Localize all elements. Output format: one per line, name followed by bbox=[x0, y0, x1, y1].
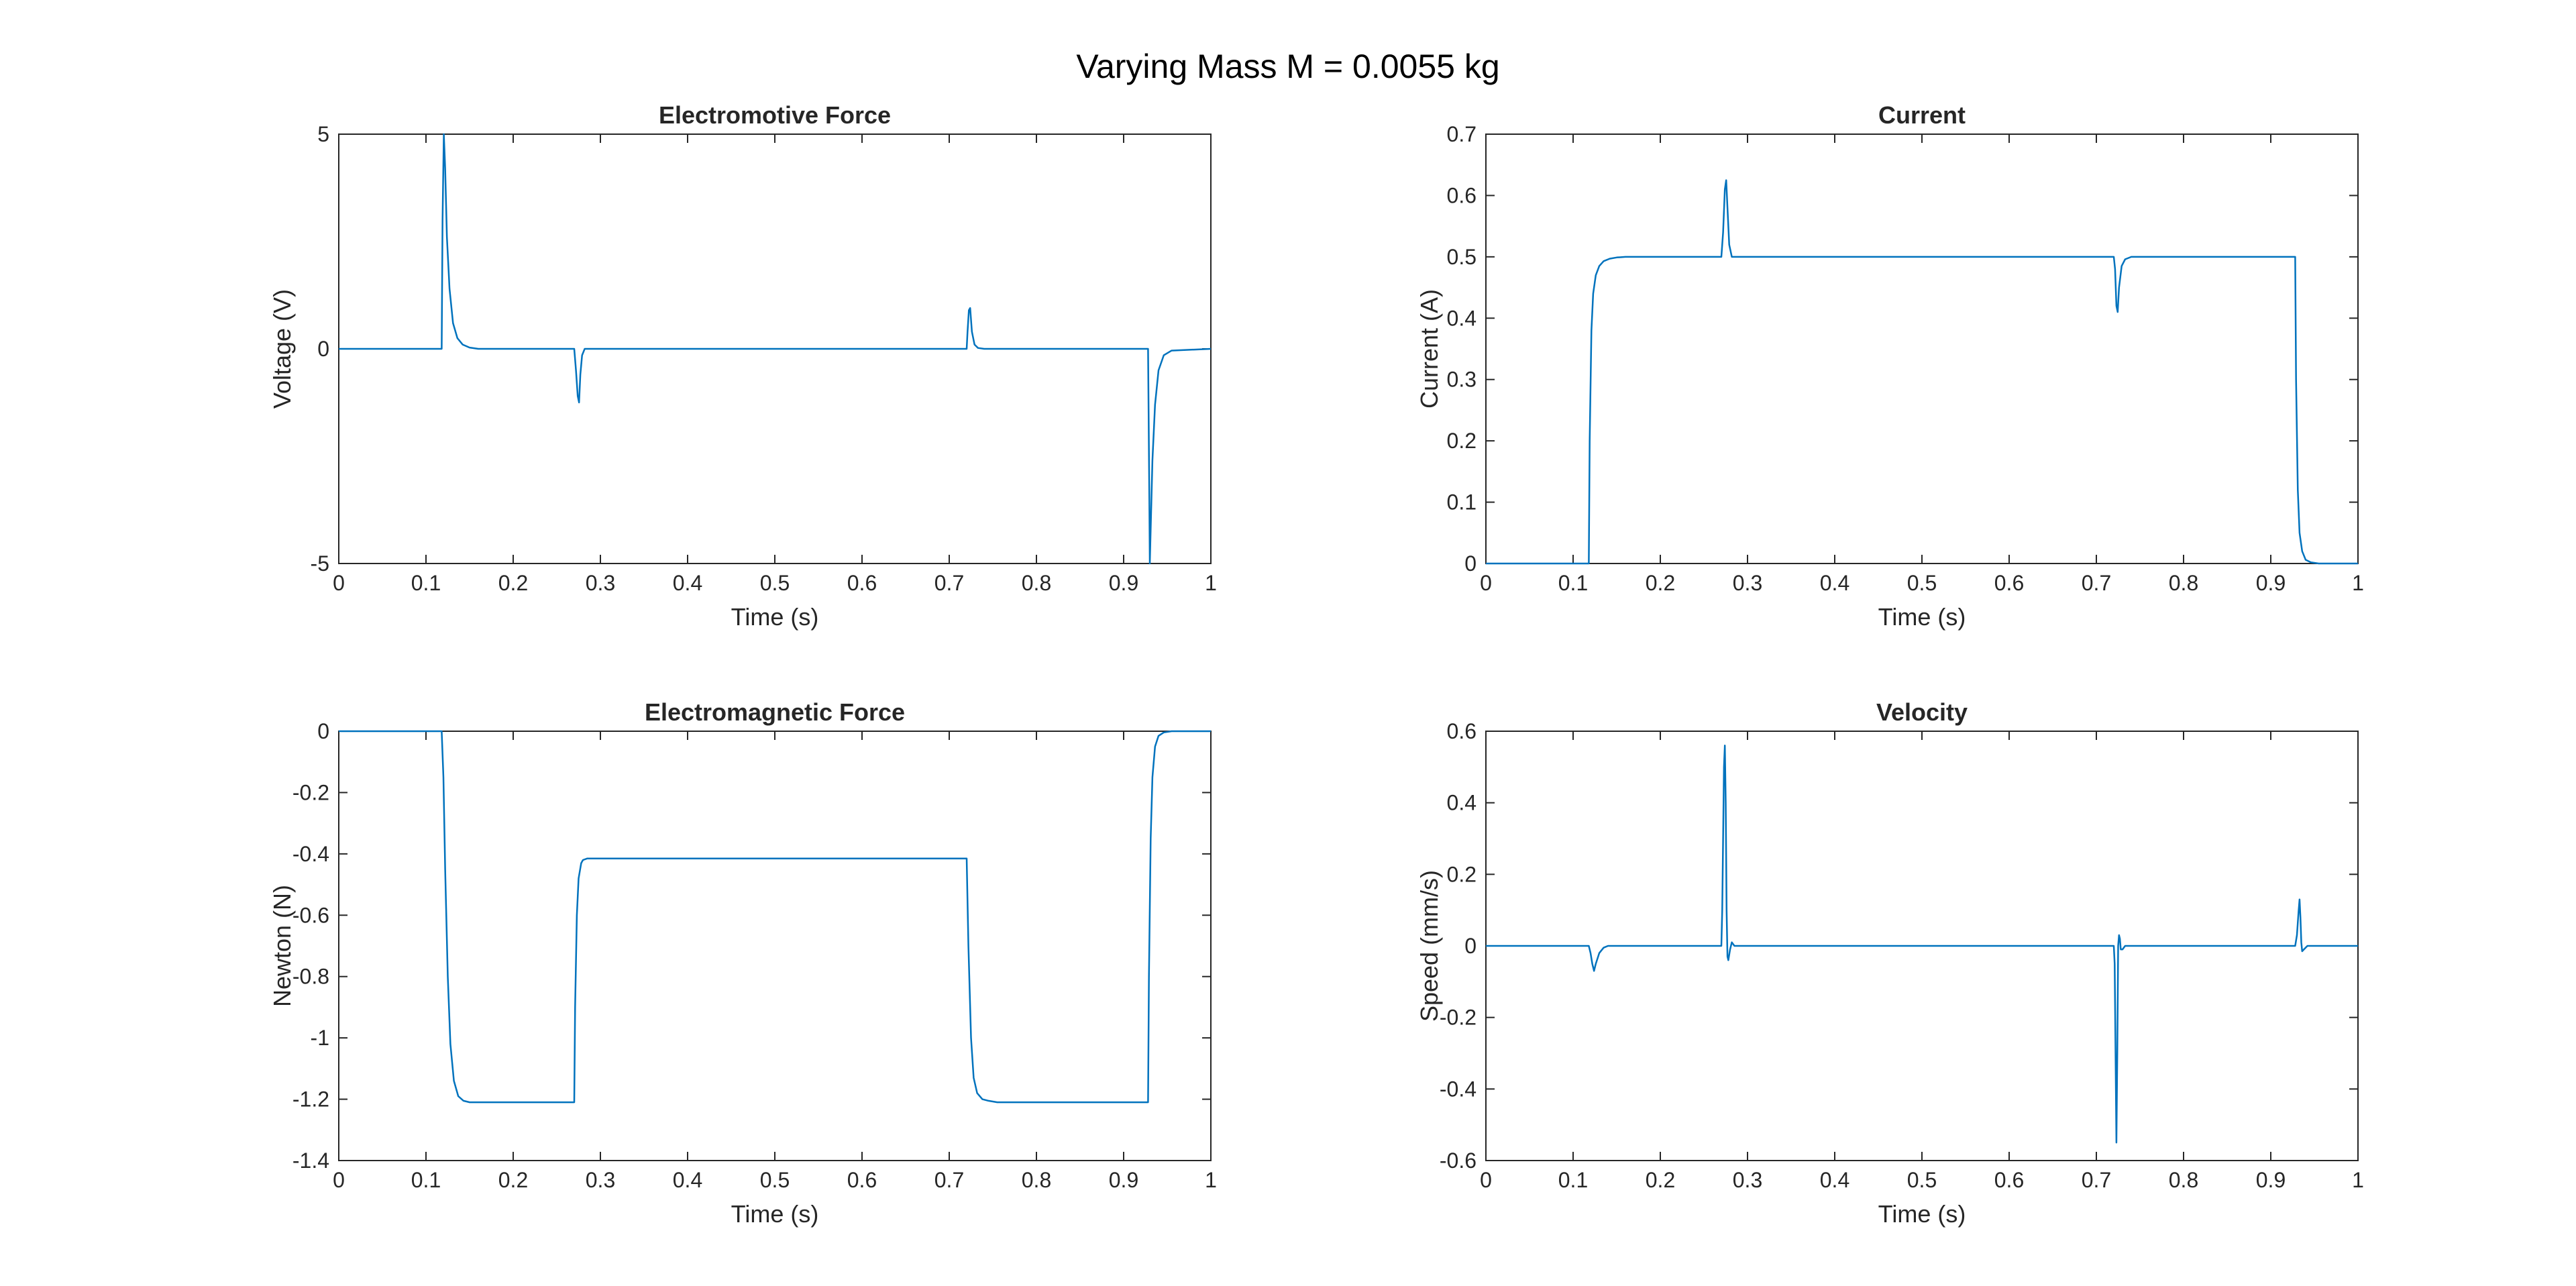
force-xtick-label: 0.1 bbox=[411, 1168, 441, 1192]
current-ytick-label: 0.1 bbox=[1447, 490, 1477, 515]
velocity-ytick-label: 0.2 bbox=[1447, 862, 1477, 886]
velocity-ytick-label: -0.2 bbox=[1440, 1006, 1477, 1030]
velocity-xtick-label: 0.1 bbox=[1558, 1168, 1588, 1192]
current-xtick-label: 0.5 bbox=[1907, 571, 1937, 595]
force-ytick-label: 0 bbox=[317, 719, 329, 743]
velocity-title: Velocity bbox=[1876, 698, 1968, 726]
current-xtick-label: 0 bbox=[1480, 571, 1492, 595]
velocity-ylabel: Speed (mm/s) bbox=[1415, 870, 1443, 1022]
chart-velocity: 0 0.1 0.2 0.3 0.4 0.5 0.6 0.7 0.8 0.9 1 -0.6 -0.4 -0.… bbox=[1415, 698, 2364, 1228]
velocity-xtick-label: 0.3 bbox=[1733, 1168, 1762, 1192]
current-ytick-label: 0.6 bbox=[1447, 183, 1477, 207]
force-ylabel: Newton (N) bbox=[268, 885, 296, 1007]
current-title: Current bbox=[1878, 101, 1966, 129]
velocity-xtick-label: 0 bbox=[1480, 1168, 1492, 1192]
force-ytick-label: -0.6 bbox=[292, 903, 329, 927]
velocity-ytick-label: 0 bbox=[1464, 934, 1477, 958]
velocity-xlabel: Time (s) bbox=[1878, 1200, 1966, 1228]
current-axes-box bbox=[1485, 133, 2359, 564]
current-ytick-label: 0.2 bbox=[1447, 429, 1477, 453]
current-series-line bbox=[1486, 179, 2358, 565]
emf-xtick-label: 0 bbox=[333, 571, 345, 595]
force-ytick-label: -0.4 bbox=[292, 842, 329, 866]
figure-title: Varying Mass M = 0.0055 kg bbox=[1076, 48, 1500, 85]
emf-xtick-label: 1 bbox=[1205, 571, 1217, 595]
velocity-xtick-label: 1 bbox=[2352, 1168, 2364, 1192]
emf-xtick-label: 0.7 bbox=[934, 571, 964, 595]
current-xtick-label: 0.6 bbox=[1994, 571, 2024, 595]
emf-xtick-label: 0.3 bbox=[586, 571, 615, 595]
emf-xtick-label: 0.2 bbox=[498, 571, 528, 595]
force-xlabel: Time (s) bbox=[731, 1200, 819, 1228]
velocity-xtick-label: 0.7 bbox=[2082, 1168, 2111, 1192]
current-ytick-label: 0 bbox=[1464, 551, 1477, 576]
emf-ytick-label: 5 bbox=[317, 122, 329, 146]
current-ytick-label: 0.5 bbox=[1447, 245, 1477, 269]
force-xtick-label: 0.8 bbox=[1022, 1168, 1051, 1192]
current-xtick-label: 0.3 bbox=[1733, 571, 1762, 595]
current-xlabel: Time (s) bbox=[1878, 603, 1966, 631]
velocity-xtick-label: 0.5 bbox=[1907, 1168, 1937, 1192]
force-title: Electromagnetic Force bbox=[645, 698, 905, 726]
velocity-xtick-label: 0.9 bbox=[2256, 1168, 2286, 1192]
current-xtick-label: 0.8 bbox=[2169, 571, 2198, 595]
force-ytick-label: -1.4 bbox=[292, 1148, 329, 1173]
chart-current: 0 0.1 0.2 0.3 0.4 0.5 0.6 0.7 0.8 0.9 1 0 0.1 0.2 0.3 0… bbox=[1415, 101, 2364, 631]
emf-xtick-label: 0.5 bbox=[760, 571, 790, 595]
velocity-ytick-label: -0.4 bbox=[1440, 1077, 1477, 1101]
chart-force: 0 0.1 0.2 0.3 0.4 0.5 0.6 0.7 0.8 0.9 1 -1.4 -1.2 -1 -… bbox=[268, 698, 1217, 1228]
emf-xtick-label: 0.1 bbox=[411, 571, 441, 595]
current-ytick-label: 0.3 bbox=[1447, 368, 1477, 392]
force-ytick-label: -1.2 bbox=[292, 1087, 329, 1112]
chart-emf: 0 0.1 0.2 0.3 0.4 0.5 0.6 0.7 0.8 0.9 1-505Electro… bbox=[268, 101, 1217, 631]
current-xtick-label: 0.9 bbox=[2256, 571, 2286, 595]
velocity-xtick-label: 0.4 bbox=[1820, 1168, 1849, 1192]
force-ytick-label: -1 bbox=[311, 1026, 329, 1050]
force-xtick-label: 1 bbox=[1205, 1168, 1217, 1192]
emf-xtick-label: 0.6 bbox=[847, 571, 877, 595]
velocity-series-line bbox=[1486, 745, 2358, 1144]
force-xtick-label: 0.9 bbox=[1109, 1168, 1138, 1192]
emf-xlabel: Time (s) bbox=[731, 603, 819, 631]
force-xtick-label: 0.2 bbox=[498, 1168, 528, 1192]
current-xtick-label: 1 bbox=[2352, 571, 2364, 595]
current-xtick-label: 0.2 bbox=[1646, 571, 1675, 595]
current-ylabel: Current (A) bbox=[1415, 289, 1443, 409]
velocity-xtick-label: 0.8 bbox=[2169, 1168, 2198, 1192]
velocity-ytick-label: 0.6 bbox=[1447, 719, 1477, 743]
velocity-xtick-label: 0.2 bbox=[1646, 1168, 1675, 1192]
force-xtick-label: 0 bbox=[333, 1168, 345, 1192]
current-ytick-label: 0.4 bbox=[1447, 306, 1477, 330]
current-xtick-label: 0.7 bbox=[2082, 571, 2111, 595]
force-axes-box bbox=[338, 731, 1212, 1161]
emf-xtick-label: 0.4 bbox=[673, 571, 702, 595]
force-ytick-label: -0.2 bbox=[292, 780, 329, 804]
current-xtick-label: 0.4 bbox=[1820, 571, 1849, 595]
force-xtick-label: 0.7 bbox=[934, 1168, 964, 1192]
force-xtick-label: 0.3 bbox=[586, 1168, 615, 1192]
emf-ytick-label: 0 bbox=[317, 337, 329, 361]
velocity-ytick-label: 0.4 bbox=[1447, 791, 1477, 815]
current-ytick-label: 0.7 bbox=[1447, 122, 1477, 146]
force-series-line bbox=[339, 730, 1211, 1104]
force-xtick-label: 0.5 bbox=[760, 1168, 790, 1192]
current-xtick-label: 0.1 bbox=[1558, 571, 1588, 595]
emf-ylabel: Voltage (V) bbox=[268, 289, 296, 409]
emf-ytick-label: -5 bbox=[311, 551, 329, 576]
velocity-xtick-label: 0.6 bbox=[1994, 1168, 2024, 1192]
emf-xtick-label: 0.8 bbox=[1022, 571, 1051, 595]
velocity-ytick-label: -0.6 bbox=[1440, 1148, 1477, 1173]
emf-xtick-label: 0.9 bbox=[1109, 571, 1138, 595]
emf-title: Electromotive Force bbox=[659, 101, 891, 129]
force-xtick-label: 0.6 bbox=[847, 1168, 877, 1192]
force-ytick-label: -0.8 bbox=[292, 965, 329, 989]
force-xtick-label: 0.4 bbox=[673, 1168, 702, 1192]
emf-series-line bbox=[339, 133, 1211, 565]
